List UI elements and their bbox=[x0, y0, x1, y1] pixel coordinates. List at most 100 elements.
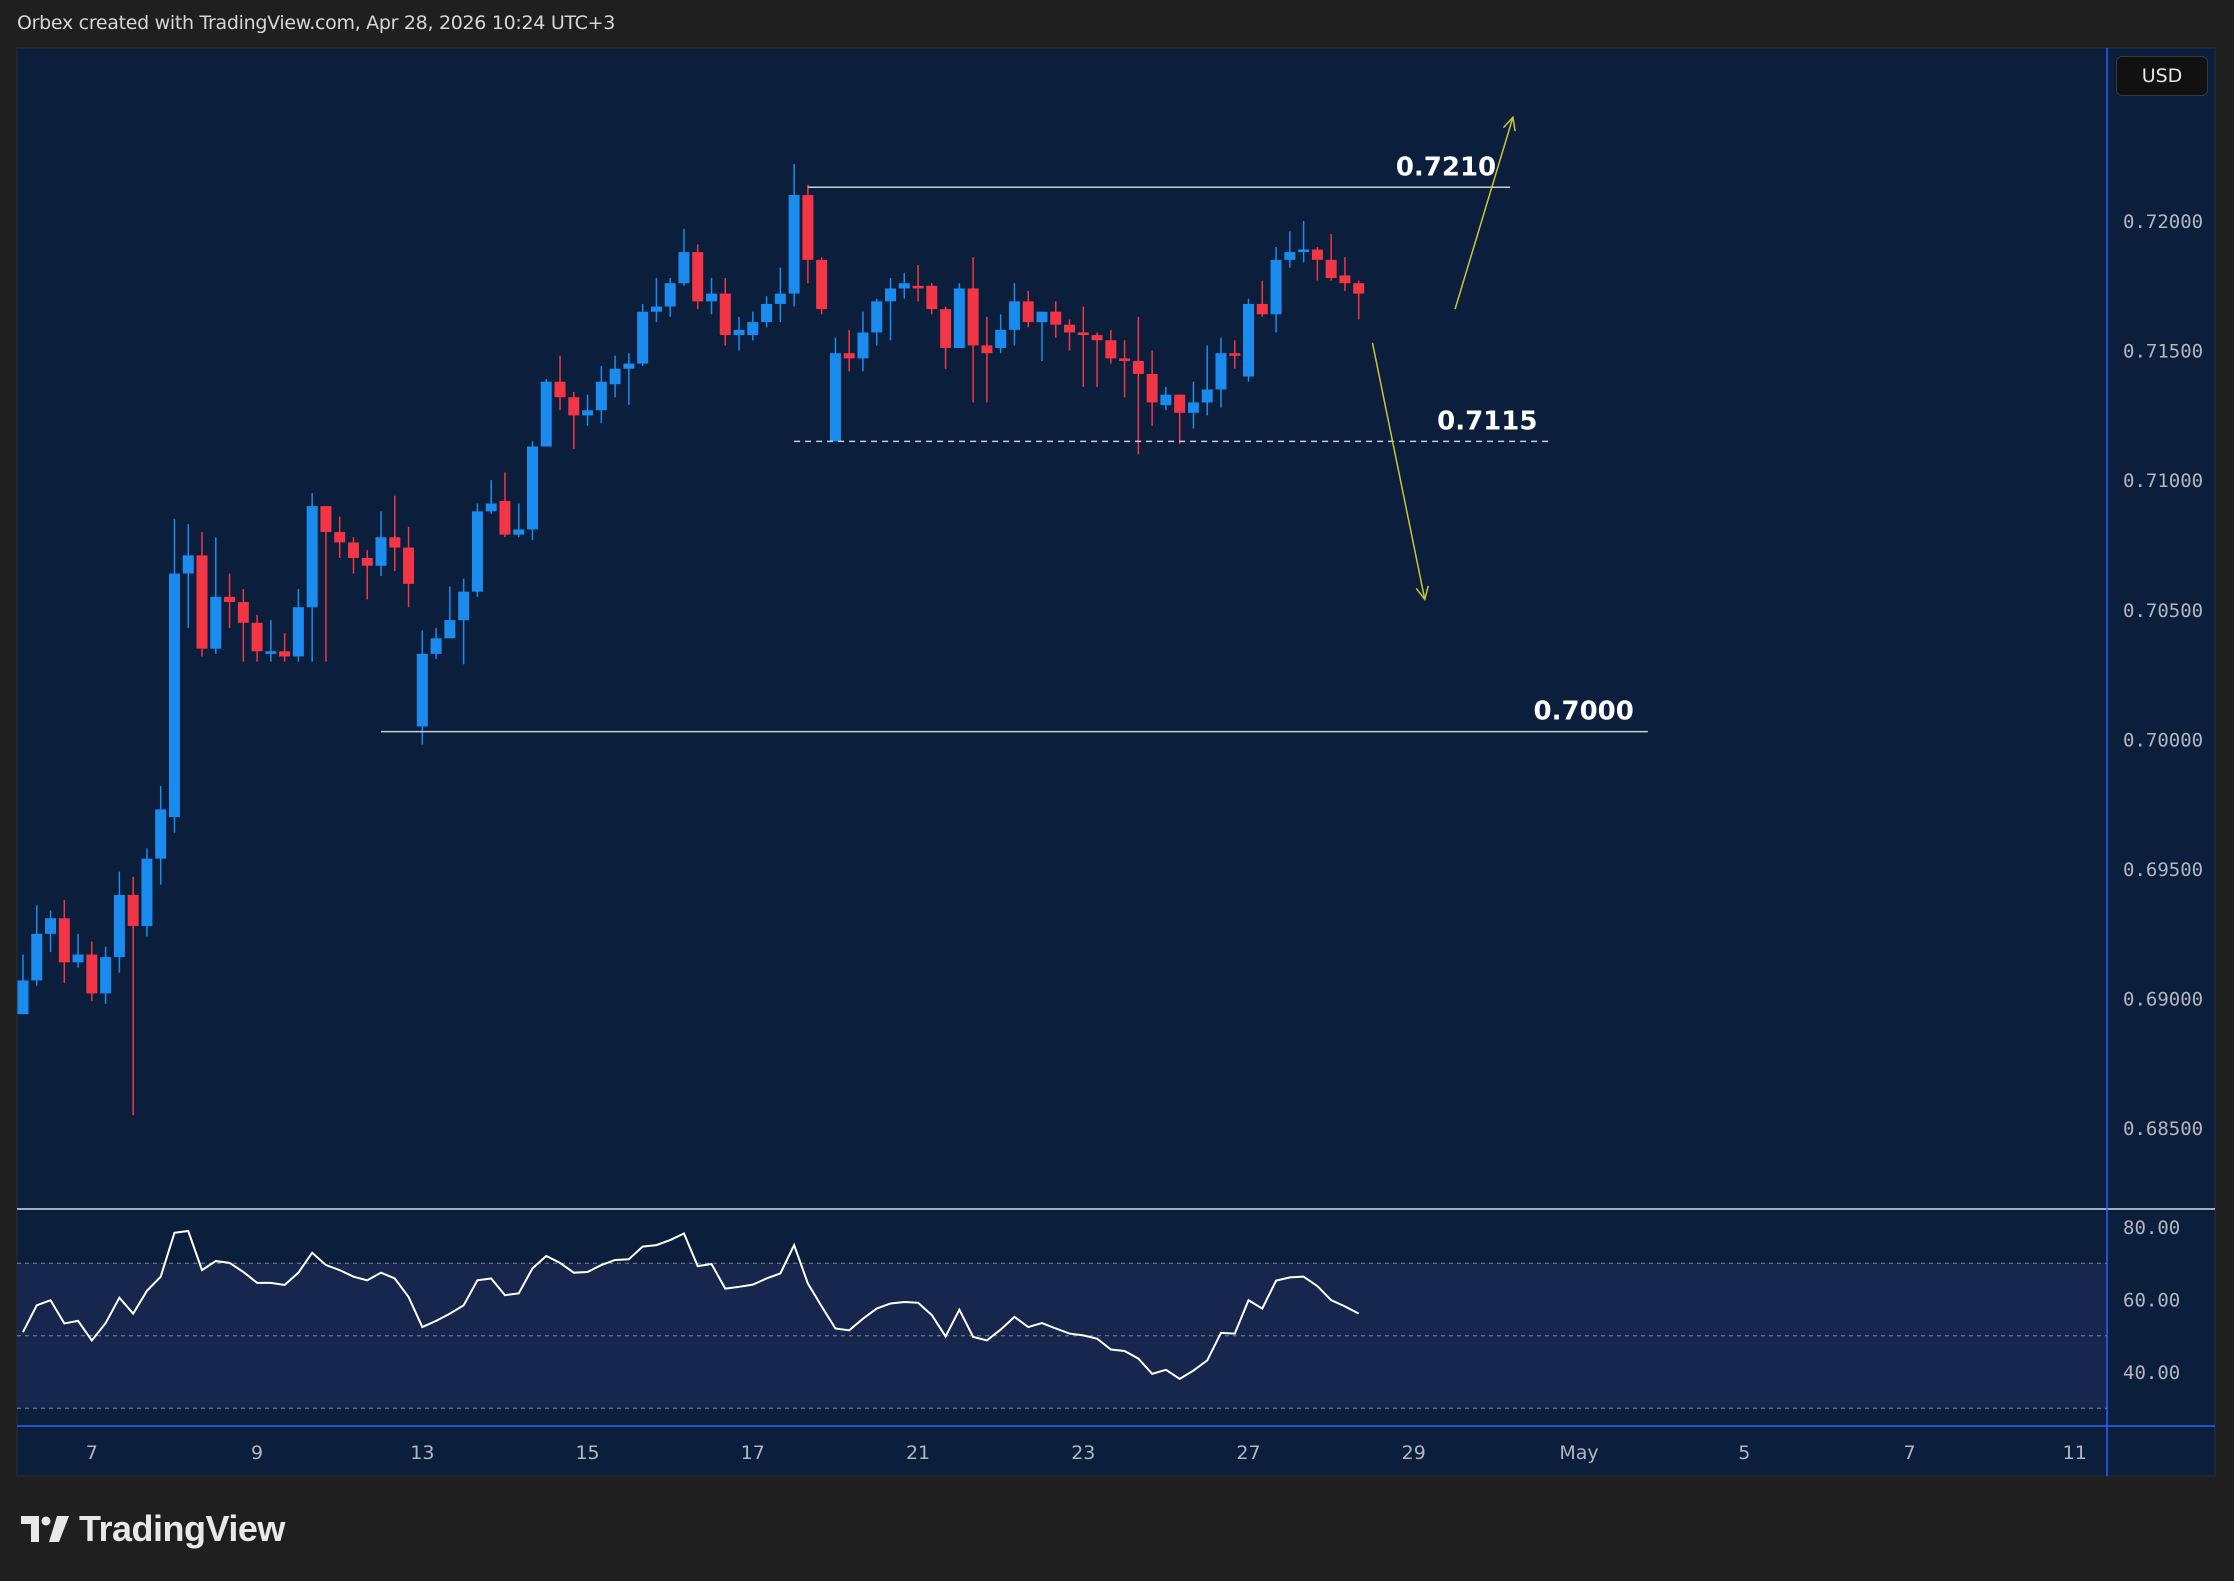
candle bbox=[885, 278, 897, 341]
candle bbox=[940, 306, 952, 369]
candle bbox=[774, 267, 786, 323]
candle bbox=[664, 278, 676, 317]
candle bbox=[678, 228, 690, 286]
time-tick-label: 13 bbox=[410, 1442, 434, 1464]
price-tick-label: 0.70000 bbox=[2123, 729, 2203, 751]
candle-body bbox=[540, 381, 552, 447]
candle bbox=[265, 620, 277, 662]
candle bbox=[86, 941, 98, 1002]
candle-body bbox=[554, 381, 566, 398]
candles bbox=[17, 163, 1365, 1116]
candle bbox=[1036, 311, 1048, 361]
candle bbox=[1311, 246, 1323, 281]
candle bbox=[58, 900, 70, 984]
candle-body bbox=[650, 306, 662, 312]
candle bbox=[816, 257, 828, 315]
candle-body bbox=[967, 288, 979, 346]
candle bbox=[196, 532, 208, 657]
time-tick-label: 15 bbox=[575, 1442, 599, 1464]
candle-body bbox=[995, 329, 1007, 349]
candle-body bbox=[251, 622, 263, 652]
candle bbox=[706, 278, 717, 315]
price-tick-label: 0.69500 bbox=[2123, 859, 2203, 881]
candle bbox=[155, 786, 167, 885]
time-axis[interactable]: 7 9 13 15 17 21 23 27 29 May 5 7 11 bbox=[86, 1442, 2087, 1464]
time-tick-label: 11 bbox=[2063, 1442, 2087, 1464]
currency-button[interactable]: USD bbox=[2116, 56, 2208, 96]
annotation-levels[interactable]: 0.7210 0.7115 0.7000 bbox=[381, 152, 1648, 733]
candle bbox=[1008, 283, 1020, 346]
candle-body bbox=[926, 285, 938, 310]
candle bbox=[1174, 394, 1186, 444]
candle bbox=[595, 366, 607, 424]
candle bbox=[554, 355, 566, 411]
time-tick-label: 27 bbox=[1236, 1442, 1260, 1464]
candle bbox=[843, 329, 855, 372]
candle-body bbox=[1256, 303, 1268, 315]
candle bbox=[237, 589, 249, 662]
candle-body bbox=[595, 381, 607, 411]
candle bbox=[1022, 290, 1034, 328]
candle bbox=[733, 316, 745, 351]
annotation-arrows[interactable] bbox=[1371, 115, 1516, 602]
candle bbox=[210, 537, 222, 654]
rsi-axis[interactable]: 80.00 60.00 40.00 bbox=[2123, 1217, 2180, 1384]
candle-body bbox=[1022, 301, 1034, 323]
candle bbox=[17, 954, 29, 1015]
candle-body bbox=[885, 288, 897, 302]
candle bbox=[1064, 319, 1076, 351]
arrow-down-icon[interactable] bbox=[1371, 342, 1429, 602]
candle-body bbox=[416, 653, 428, 727]
candle bbox=[1105, 329, 1117, 364]
candle bbox=[251, 614, 263, 662]
arrow-up-icon[interactable] bbox=[1454, 115, 1516, 310]
price-tick-label: 0.69000 bbox=[2123, 989, 2203, 1011]
candle-body bbox=[237, 602, 249, 623]
candle bbox=[182, 524, 194, 628]
time-tick-label: 7 bbox=[86, 1442, 98, 1464]
candle-body bbox=[72, 954, 84, 963]
candle bbox=[540, 379, 552, 447]
candle-body bbox=[444, 620, 456, 639]
candle bbox=[513, 503, 525, 538]
arrow-head bbox=[1415, 585, 1429, 602]
candle-body bbox=[706, 293, 717, 302]
candle-body bbox=[485, 503, 497, 512]
candle-body bbox=[86, 954, 98, 994]
candle-body bbox=[320, 506, 332, 533]
candle bbox=[31, 905, 43, 986]
candle bbox=[953, 283, 965, 349]
candle bbox=[719, 278, 731, 346]
candle bbox=[829, 337, 841, 442]
arrow-shaft bbox=[1371, 342, 1426, 600]
price-tick-label: 0.71000 bbox=[2123, 470, 2203, 492]
candle-body bbox=[774, 293, 786, 304]
arrow-head bbox=[1502, 115, 1516, 132]
candle bbox=[788, 163, 800, 307]
candle bbox=[334, 516, 346, 558]
time-tick-label: 21 bbox=[906, 1442, 930, 1464]
price-axis[interactable]: 0.72000 0.71500 0.71000 0.70500 0.70000 0.695… bbox=[2123, 211, 2203, 1140]
candle-body bbox=[471, 511, 483, 592]
candle-body bbox=[761, 303, 773, 323]
candle-body bbox=[1339, 275, 1351, 284]
candle-body bbox=[912, 285, 924, 289]
arrow-shaft bbox=[1454, 117, 1514, 310]
candle-body bbox=[1311, 249, 1323, 260]
candle-body bbox=[857, 332, 869, 359]
candle-body bbox=[17, 980, 29, 1015]
candle-body bbox=[1160, 394, 1172, 406]
candle bbox=[279, 633, 291, 662]
candle bbox=[1215, 337, 1227, 408]
candle bbox=[1077, 306, 1089, 387]
candle-body bbox=[1091, 335, 1103, 341]
candle bbox=[871, 298, 883, 346]
candle bbox=[141, 848, 153, 937]
candle bbox=[637, 303, 649, 367]
candle-body bbox=[334, 532, 346, 543]
tradingview-logo[interactable]: TradingView bbox=[21, 1508, 285, 1550]
candle-body bbox=[306, 506, 318, 608]
candle-body bbox=[279, 651, 291, 657]
candle bbox=[650, 278, 662, 323]
